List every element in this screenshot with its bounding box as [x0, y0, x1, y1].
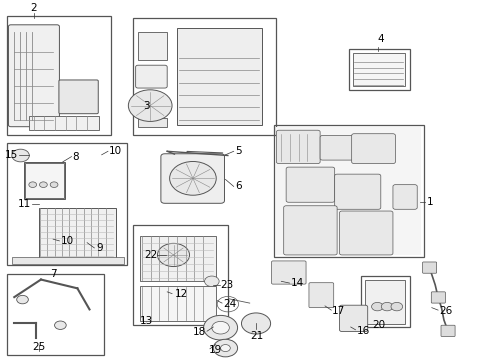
FancyBboxPatch shape [177, 28, 262, 125]
Text: 6: 6 [235, 181, 241, 192]
Text: 10: 10 [109, 146, 122, 156]
FancyBboxPatch shape [271, 261, 305, 284]
Text: 12: 12 [174, 289, 187, 298]
FancyBboxPatch shape [430, 292, 445, 303]
Circle shape [390, 302, 402, 311]
FancyBboxPatch shape [276, 130, 320, 163]
FancyBboxPatch shape [135, 65, 167, 88]
FancyBboxPatch shape [352, 53, 404, 86]
Text: 13: 13 [139, 316, 152, 327]
FancyBboxPatch shape [276, 127, 420, 255]
Text: 8: 8 [72, 152, 79, 162]
Text: 25: 25 [32, 342, 45, 352]
FancyBboxPatch shape [339, 305, 367, 332]
Text: 18: 18 [192, 327, 205, 337]
Circle shape [55, 321, 66, 329]
Text: 17: 17 [331, 306, 345, 316]
Circle shape [29, 182, 37, 188]
Text: 9: 9 [97, 243, 103, 253]
Text: 10: 10 [60, 236, 73, 246]
Text: 15: 15 [5, 150, 18, 160]
Text: 4: 4 [377, 34, 384, 44]
Circle shape [204, 276, 219, 287]
Text: 2: 2 [30, 3, 37, 13]
Circle shape [157, 243, 189, 266]
FancyBboxPatch shape [365, 280, 404, 324]
Circle shape [213, 339, 237, 357]
FancyBboxPatch shape [283, 206, 336, 255]
Circle shape [241, 313, 270, 334]
Text: 5: 5 [235, 146, 241, 156]
FancyBboxPatch shape [25, 163, 63, 198]
Circle shape [211, 321, 229, 334]
FancyBboxPatch shape [140, 285, 215, 321]
FancyBboxPatch shape [308, 283, 333, 308]
Text: 3: 3 [142, 100, 149, 111]
FancyBboxPatch shape [351, 134, 395, 163]
Circle shape [12, 149, 29, 162]
Text: 22: 22 [144, 250, 157, 260]
Text: 19: 19 [208, 345, 221, 355]
Text: 16: 16 [356, 325, 369, 336]
FancyBboxPatch shape [59, 80, 98, 114]
Circle shape [169, 162, 216, 195]
FancyBboxPatch shape [440, 325, 454, 337]
FancyBboxPatch shape [29, 116, 99, 130]
FancyBboxPatch shape [422, 262, 436, 273]
FancyBboxPatch shape [12, 257, 123, 264]
Circle shape [17, 295, 28, 304]
Text: 23: 23 [220, 280, 233, 290]
FancyBboxPatch shape [161, 154, 224, 203]
FancyBboxPatch shape [138, 118, 167, 127]
Circle shape [40, 182, 47, 188]
Text: 7: 7 [50, 269, 56, 279]
FancyBboxPatch shape [334, 174, 380, 209]
Circle shape [203, 315, 237, 340]
Circle shape [381, 302, 392, 311]
Circle shape [128, 90, 172, 121]
FancyBboxPatch shape [140, 236, 215, 281]
Text: 14: 14 [290, 278, 304, 288]
FancyBboxPatch shape [339, 211, 392, 255]
Text: 1: 1 [426, 197, 433, 207]
FancyBboxPatch shape [320, 135, 353, 160]
Circle shape [220, 345, 230, 352]
FancyBboxPatch shape [8, 25, 60, 127]
Text: 21: 21 [250, 330, 263, 341]
FancyBboxPatch shape [39, 207, 116, 258]
FancyBboxPatch shape [285, 167, 334, 202]
Text: 26: 26 [438, 306, 451, 316]
Text: 11: 11 [18, 199, 31, 209]
FancyBboxPatch shape [392, 185, 416, 209]
Circle shape [50, 182, 58, 188]
Text: 24: 24 [223, 299, 236, 309]
Text: 20: 20 [371, 320, 384, 330]
FancyBboxPatch shape [138, 32, 167, 60]
Circle shape [371, 302, 383, 311]
